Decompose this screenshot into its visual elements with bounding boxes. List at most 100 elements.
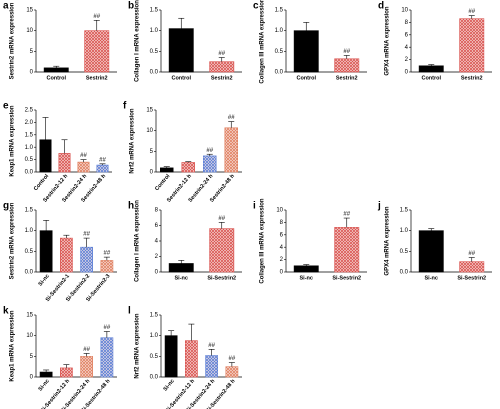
y-tick-label: 1.0 — [150, 28, 159, 34]
bar — [225, 366, 239, 378]
bar — [84, 30, 110, 73]
y-tick-label: 6 — [280, 232, 284, 238]
significance: ## — [343, 212, 350, 218]
y-tick-label: 0.0 — [275, 70, 284, 76]
x-tick-label: Si-nc — [175, 275, 188, 281]
x-tick-label: Si-nc — [425, 275, 438, 281]
y-axis-label: Nrf2 mRNA expression — [130, 108, 136, 173]
y-tick-label: 0 — [405, 70, 409, 76]
x-tick-label: Control — [421, 75, 441, 81]
y-tick-label: 1.0 — [150, 333, 159, 339]
significance: ## — [343, 49, 350, 55]
y-tick-label: 0.0 — [150, 375, 159, 381]
y-tick-label: 0 — [30, 70, 34, 76]
y-tick-label: 1.5 — [25, 208, 34, 214]
y-tick-label: 15 — [146, 108, 153, 114]
bar — [80, 246, 94, 273]
y-tick-label: 0.0 — [400, 270, 409, 276]
bar — [418, 65, 444, 73]
bar — [334, 227, 360, 273]
panel-label: l — [128, 306, 131, 317]
bar — [168, 28, 194, 73]
y-tick-label: 1.5 — [275, 8, 284, 14]
panel-label: f — [123, 101, 127, 112]
panel-label: b — [128, 1, 134, 12]
y-tick-label: 8 — [405, 20, 409, 26]
y-tick-label: 1.0 — [25, 145, 34, 151]
y-tick-label: 0.0 — [150, 70, 159, 76]
y-tick-label: 1.5 — [150, 8, 159, 14]
bar — [43, 67, 69, 73]
y-tick-label: 2.5 — [25, 108, 34, 114]
significance: ## — [468, 251, 475, 257]
y-tick-label: 8 — [280, 220, 284, 226]
y-tick-label: 1.0 — [25, 228, 34, 234]
bar — [39, 139, 52, 173]
y-tick-label: 15 — [26, 313, 33, 319]
y-tick-label: 4 — [405, 45, 409, 51]
y-tick-label: 15 — [26, 8, 33, 14]
x-tick-label: Si-nc — [38, 273, 51, 287]
bar — [160, 167, 174, 173]
bar — [181, 162, 196, 173]
panel-label: g — [3, 201, 9, 212]
panel-label: j — [377, 201, 381, 212]
bar — [100, 260, 114, 273]
significance: ## — [228, 115, 235, 121]
y-tick-label: 1.5 — [25, 132, 34, 138]
y-tick-label: 0 — [30, 375, 34, 381]
significance: ## — [229, 356, 236, 362]
significance: ## — [83, 232, 90, 238]
y-tick-label: 1.5 — [150, 313, 159, 319]
significance: ## — [93, 14, 100, 20]
bar — [224, 127, 239, 173]
x-tick-label: Control — [154, 173, 171, 192]
y-axis-label: Collagen III mRNA expression — [260, 0, 266, 84]
y-tick-label: 0.5 — [275, 49, 284, 55]
bar — [418, 230, 444, 273]
panel-label: a — [3, 1, 9, 12]
significance: ## — [468, 9, 475, 15]
y-axis-label: Keap1 mRNA expression — [10, 105, 16, 176]
y-tick-label: 1.0 — [400, 228, 409, 234]
bar — [168, 263, 194, 273]
y-tick-label: 8 — [155, 208, 159, 214]
bar — [39, 230, 53, 273]
panel-label: c — [253, 1, 259, 12]
significance: ## — [104, 251, 111, 257]
bar — [459, 261, 485, 273]
y-tick-label: 5 — [150, 149, 154, 155]
y-tick-label: 0 — [155, 270, 159, 276]
y-tick-label: 4 — [155, 239, 159, 245]
panel-label: i — [253, 201, 256, 212]
bar — [100, 337, 114, 378]
y-tick-label: 0.5 — [150, 354, 159, 360]
panel-label: k — [3, 306, 9, 317]
x-tick-label: Control — [46, 75, 66, 81]
x-tick-label: Si-nc — [300, 275, 313, 281]
x-tick-label: Sestrin2 — [461, 75, 483, 81]
y-tick-label: 0.0 — [25, 170, 34, 176]
x-tick-label: Si-nc — [163, 378, 176, 392]
y-tick-label: 2 — [280, 257, 284, 263]
bar — [334, 58, 360, 73]
y-tick-label: 0.5 — [400, 249, 409, 255]
significance: ## — [99, 157, 106, 163]
y-tick-label: 4 — [280, 245, 284, 251]
panel-label: d — [378, 1, 384, 12]
x-tick-label: Control — [296, 75, 316, 81]
y-tick-label: 0.5 — [150, 49, 159, 55]
y-tick-label: 0.5 — [25, 157, 34, 163]
bar — [164, 335, 178, 378]
y-tick-label: 10 — [276, 208, 283, 214]
bar — [39, 371, 53, 378]
bar — [209, 61, 235, 73]
x-tick-label: Sestrin2 — [86, 75, 108, 81]
bar — [293, 265, 319, 273]
x-tick-label: Si-Sestrin2 — [457, 275, 486, 281]
significance: ## — [104, 325, 111, 331]
y-tick-label: 10 — [146, 128, 153, 134]
y-tick-label: 0 — [280, 270, 284, 276]
y-tick-label: 10 — [26, 28, 33, 34]
bar — [59, 237, 73, 273]
